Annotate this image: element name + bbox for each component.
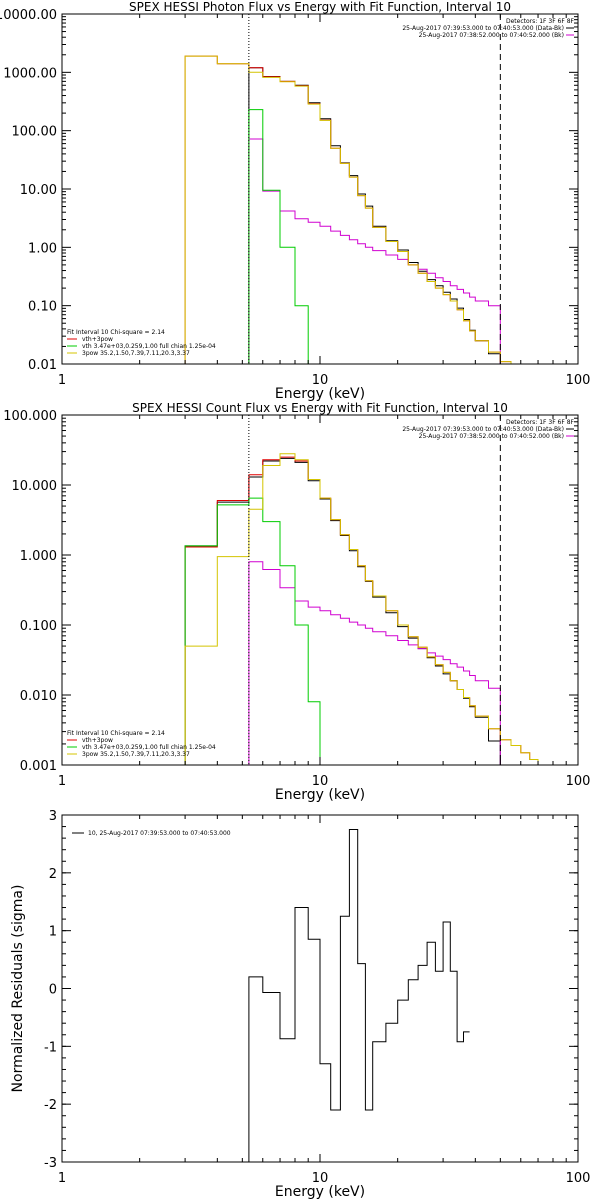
series-background <box>248 561 501 765</box>
series-thermal <box>184 497 321 765</box>
series-data-bk <box>248 67 501 364</box>
y-tick-label: 10.000 <box>12 479 58 494</box>
y-tick-label: 0.100 <box>20 619 57 634</box>
y-tick-label: 1 <box>49 925 57 940</box>
series-total-fit <box>184 456 553 765</box>
legend-entry: 3pow 35.2,1.50,7.39,7.11,20.3,3.37 <box>82 350 190 357</box>
legend-entry: 3pow 35.2,1.50,7.39,7.11,20.3,3.37 <box>82 751 190 758</box>
x-tick-label: 1 <box>58 774 66 789</box>
legend-entry: 25-Aug-2017 07:38:52.000 to 07:40:52.000… <box>419 32 564 39</box>
x-tick-label: 100 <box>566 373 591 388</box>
y-tick-label: 2 <box>49 867 57 882</box>
y-tick-label: 10000.00 <box>0 8 57 23</box>
series-thermal <box>248 109 309 364</box>
series-data-bk <box>184 457 501 765</box>
x-tick-label: 10 <box>312 774 329 789</box>
y-tick-label: 0.001 <box>20 759 57 774</box>
y-axis-label: Normalized Residuals (sigma) <box>10 885 26 1093</box>
legend-header: Detectors: 1F 3F 6F 8F <box>506 419 575 426</box>
y-tick-label: 0.010 <box>20 689 57 704</box>
legend-entry: vth 3.47e+03,0.259,1.00 full chian 1.25e… <box>82 744 216 751</box>
legend-bottom: Fit Interval 10 Chi-square = 2.14vth+3po… <box>67 730 216 758</box>
y-tick-label: 0.01 <box>28 358 57 373</box>
y-tick-label: 3 <box>49 809 57 824</box>
y-tick-label: -1 <box>44 1040 57 1055</box>
x-tick-label: 1 <box>58 1171 66 1186</box>
y-tick-label: -2 <box>44 1098 57 1113</box>
legend-header: Fit Interval 10 Chi-square = 2.14 <box>67 329 165 336</box>
x-tick-label: 100 <box>566 774 591 789</box>
y-tick-label: 0 <box>49 983 57 998</box>
chart-title: SPEX HESSI Photon Flux vs Energy with Fi… <box>129 0 511 14</box>
series-power-law <box>184 55 538 364</box>
legend-entry: 10, 25-Aug-2017 07:39:53.000 to 07:40:53… <box>88 830 231 837</box>
y-tick-label: 1000.00 <box>3 66 57 81</box>
x-axis-label: Energy (keV) <box>275 787 365 803</box>
series-residuals <box>248 829 470 1162</box>
y-tick-label: 1.00 <box>28 241 57 256</box>
series-background <box>248 138 501 364</box>
legend-header: Fit Interval 10 Chi-square = 2.14 <box>67 730 165 737</box>
y-tick-label: 100.000 <box>3 409 57 424</box>
legend-entry: vth 3.47e+03,0.259,1.00 full chian 1.25e… <box>82 343 216 350</box>
legend-entry: 25-Aug-2017 07:38:52.000 to 07:40:52.000… <box>419 433 564 440</box>
legend-entry: 25-Aug-2017 07:39:53.000 to 07:40:53.000… <box>402 426 564 433</box>
y-tick-label: 100.00 <box>12 125 58 140</box>
legend-entry: vth+3pow <box>82 737 113 744</box>
chart-title: SPEX HESSI Count Flux vs Energy with Fit… <box>132 401 508 415</box>
chart-residuals: 1 10 100 -3 -2 -1 0 1 2 3 Energy (keV) Normalized R… <box>10 809 590 1200</box>
legend-entry: 25-Aug-2017 07:39:53.000 to 07:40:53.000… <box>402 25 564 32</box>
legend-entry: vth+3pow <box>82 336 113 343</box>
legend-bottom: Fit Interval 10 Chi-square = 2.14vth+3po… <box>67 329 216 357</box>
x-axis-label: Energy (keV) <box>275 1184 365 1200</box>
x-tick-label: 100 <box>566 1171 591 1186</box>
y-tick-label: 10.00 <box>20 183 57 198</box>
x-tick-label: 10 <box>312 1171 329 1186</box>
chart-count: SPEX HESSI Count Flux vs Energy with Fit… <box>3 401 590 803</box>
legend-top: 10, 25-Aug-2017 07:39:53.000 to 07:40:53… <box>72 830 231 837</box>
y-tick-label: 1.000 <box>20 549 57 564</box>
chart-photon: SPEX HESSI Photon Flux vs Energy with Fi… <box>0 0 590 402</box>
x-tick-label: 1 <box>58 373 66 388</box>
x-axis-label: Energy (keV) <box>275 386 365 402</box>
legend-header: Detectors: 1F 3F 6F 8F <box>506 18 575 25</box>
series-total-fit <box>184 55 538 364</box>
y-tick-label: 0.10 <box>28 300 57 315</box>
y-tick-label: -3 <box>44 1156 57 1171</box>
x-tick-label: 10 <box>312 373 329 388</box>
